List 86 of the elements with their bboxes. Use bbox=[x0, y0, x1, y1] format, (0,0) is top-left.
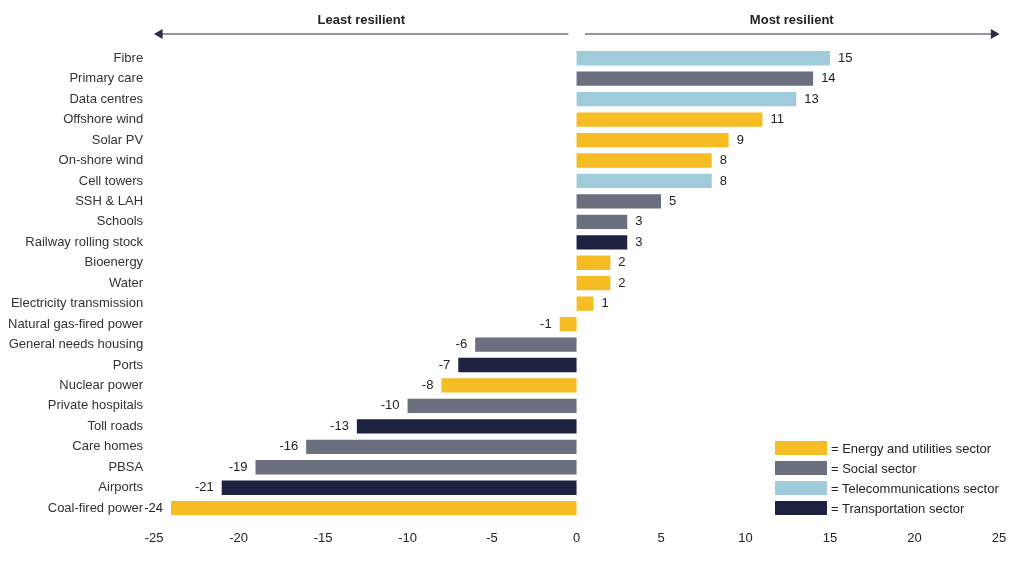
y-tick-label: PBSA bbox=[108, 458, 144, 474]
y-tick-label: Water bbox=[108, 274, 144, 290]
y-tick-label: Solar PV bbox=[91, 131, 144, 147]
data-label: -8 bbox=[421, 377, 434, 393]
x-tick-label: 15 bbox=[822, 529, 838, 545]
x-tick-label: -15 bbox=[313, 529, 333, 545]
y-tick-label: Electricity transmission bbox=[10, 295, 144, 311]
y-tick-label: Private hospitals bbox=[47, 397, 144, 413]
y-tick-label: Ports bbox=[112, 356, 144, 372]
data-label: -1 bbox=[540, 315, 552, 331]
y-tick-label: Care homes bbox=[72, 438, 144, 454]
x-tick-label: -20 bbox=[229, 529, 248, 545]
legend-label: = Social sector bbox=[831, 460, 917, 476]
x-tick-label: -10 bbox=[398, 529, 417, 545]
y-tick-label: Data centres bbox=[69, 90, 144, 106]
y-tick-label: Coal-fired power bbox=[47, 499, 144, 515]
bar bbox=[576, 235, 628, 250]
data-label: -21 bbox=[194, 479, 214, 495]
x-tick-label: 0 bbox=[572, 529, 581, 545]
data-label: 11 bbox=[770, 111, 784, 127]
x-tick-label: 5 bbox=[657, 529, 665, 545]
y-tick-label: Schools bbox=[96, 213, 144, 229]
data-label: 8 bbox=[719, 172, 727, 188]
y-tick-label: Airports bbox=[98, 479, 144, 495]
data-label: 3 bbox=[635, 233, 643, 249]
bar bbox=[576, 194, 662, 209]
bar bbox=[576, 255, 611, 270]
bar bbox=[255, 460, 577, 475]
legend-label: = Transportation sector bbox=[831, 500, 965, 516]
bar bbox=[356, 419, 577, 434]
y-tick-label: Offshore wind bbox=[63, 111, 144, 127]
bar bbox=[306, 439, 577, 454]
y-tick-label: Cell towers bbox=[78, 172, 144, 188]
data-label: 8 bbox=[719, 152, 727, 168]
text: Most resilient bbox=[749, 12, 834, 27]
y-tick-label: Toll roads bbox=[87, 417, 144, 433]
data-label: 2 bbox=[618, 274, 626, 290]
data-label: 15 bbox=[838, 49, 853, 65]
data-label: -19 bbox=[228, 458, 248, 474]
bar bbox=[559, 316, 577, 332]
bar bbox=[441, 378, 577, 393]
y-tick-label: Primary care bbox=[69, 70, 144, 86]
bar bbox=[576, 173, 712, 189]
y-tick-label: Natural gas-fired power bbox=[7, 315, 144, 331]
bar bbox=[576, 71, 814, 86]
y-tick-label: Nuclear power bbox=[59, 377, 144, 393]
bar bbox=[576, 214, 628, 229]
bar bbox=[576, 276, 611, 291]
data-label: 3 bbox=[635, 213, 643, 229]
data-label: -13 bbox=[330, 417, 349, 433]
y-tick-label: On-shore wind bbox=[58, 152, 144, 168]
bar bbox=[576, 132, 729, 148]
data-label: 5 bbox=[669, 192, 677, 208]
data-label: 1 bbox=[601, 295, 609, 311]
data-label: -16 bbox=[279, 438, 299, 454]
legend-label: = Energy and utilities sector bbox=[831, 440, 992, 456]
data-label: 2 bbox=[618, 254, 626, 270]
y-tick-label: General needs housing bbox=[8, 336, 144, 352]
legend-label: = Telecommunications sector bbox=[831, 480, 999, 496]
data-label: -7 bbox=[438, 356, 451, 372]
bar bbox=[576, 112, 763, 127]
bar bbox=[576, 153, 712, 168]
bar bbox=[576, 51, 831, 66]
x-tick-label: -25 bbox=[144, 529, 164, 545]
bar bbox=[407, 398, 577, 414]
bar bbox=[576, 296, 594, 311]
x-tick-label: 10 bbox=[738, 529, 753, 545]
x-tick-label: 20 bbox=[907, 529, 922, 545]
y-tick-label: Railway rolling stock bbox=[25, 233, 144, 249]
x-tick-label: -5 bbox=[486, 529, 498, 545]
bar bbox=[221, 480, 577, 495]
data-label: 13 bbox=[804, 90, 819, 106]
y-tick-label: Fibre bbox=[113, 49, 144, 65]
bar bbox=[475, 337, 577, 352]
bar bbox=[171, 501, 577, 516]
data-label: 14 bbox=[821, 70, 836, 86]
y-tick-label: SSH & LAH bbox=[75, 192, 144, 208]
bar bbox=[458, 357, 577, 373]
bar bbox=[576, 91, 797, 107]
data-label: -6 bbox=[455, 336, 468, 352]
data-label: 9 bbox=[736, 131, 744, 147]
y-tick-label: Bioenergy bbox=[84, 254, 144, 270]
text: Least resilient bbox=[317, 12, 406, 27]
data-label: -24 bbox=[144, 499, 164, 515]
x-tick-label: 25 bbox=[991, 529, 1007, 545]
data-label: -10 bbox=[380, 397, 400, 413]
